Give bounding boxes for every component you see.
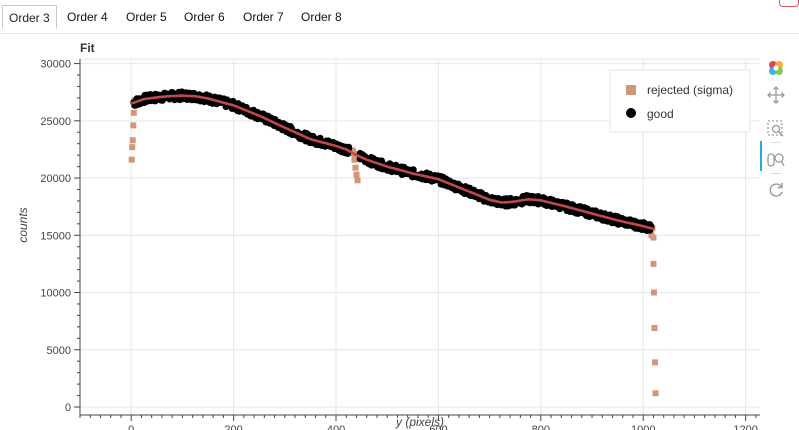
rejected-point [130,122,137,129]
fit-curve-layer [130,94,654,231]
tab-order-4[interactable]: Order 4 [67,10,108,24]
tab-order-8[interactable]: Order 8 [301,10,342,24]
y-tick-label: 25000 [40,116,71,128]
legend: rejected (sigma) good [609,69,751,133]
fit-chart[interactable]: Fit 0 200 400 600 800 1000 1200 0 5000 10000 15000… [0,30,760,430]
active-tool-indicator [760,141,762,171]
wheel-zoom-icon[interactable] [766,150,786,170]
x-tick-label: 400 [327,424,345,430]
y-tick-label: 15000 [40,230,71,242]
x-axis-label: y (pixels) [395,415,444,429]
axes: 0 200 400 600 800 1000 1200 0 5000 10000 15000 2000… [40,59,760,430]
y-tick-label: 5000 [47,345,71,357]
good-points [130,88,655,235]
plot-toolbar [760,58,794,208]
toolbar-separator [771,142,781,143]
pan-icon[interactable] [766,85,786,105]
tab-order-7[interactable]: Order 7 [243,10,284,24]
box-zoom-icon[interactable] [766,119,786,139]
legend-box [609,69,751,133]
tab-order-3[interactable]: Order 3 [2,5,57,29]
y-tick-label: 10000 [40,288,71,300]
rejected-point [652,359,659,366]
close-icon[interactable] [779,0,799,7]
rejected-point [651,325,658,332]
x-tick-label: 1000 [631,424,655,430]
x-tick-label: 1200 [733,424,757,430]
rejected-point [652,390,659,397]
x-tick-label: 800 [532,424,550,430]
rejected-point [349,147,356,154]
legend-swatch-good [626,108,636,118]
x-tick-label: 0 [128,424,134,430]
chart-title: Fit [80,41,95,55]
rejected-point [128,156,135,163]
toolbar-separator [771,173,781,174]
bokeh-logo-icon[interactable] [766,58,786,78]
x-tick-label: 200 [224,424,242,430]
rejected-point [352,164,359,171]
tab-order-6[interactable]: Order 6 [184,10,225,24]
fit-curve [130,94,654,231]
y-axis-label: counts [16,207,30,242]
rejected-point [650,260,657,267]
rejected-point [130,109,137,116]
rejected-point [650,234,657,241]
rejected-point [353,171,360,178]
y-tick-label: 0 [65,402,71,414]
x-tick-label: 600 [429,424,447,430]
tab-order-5[interactable]: Order 5 [126,10,167,24]
rejected-point [354,177,361,184]
rejected-point [129,144,136,151]
rejected-points [128,97,659,397]
y-tick-label: 20000 [40,173,71,185]
tab-bar: Order 3 Order 4 Order 5 Order 6 Order 7 … [0,0,799,34]
rejected-point [351,156,358,163]
rejected-point [129,137,136,144]
reset-icon[interactable] [766,180,786,200]
rejected-point [650,289,657,296]
legend-label-good[interactable]: good [647,107,674,121]
y-tick-label: 30000 [40,59,71,71]
legend-label-rejected[interactable]: rejected (sigma) [647,83,733,97]
legend-swatch-rejected [626,85,636,95]
